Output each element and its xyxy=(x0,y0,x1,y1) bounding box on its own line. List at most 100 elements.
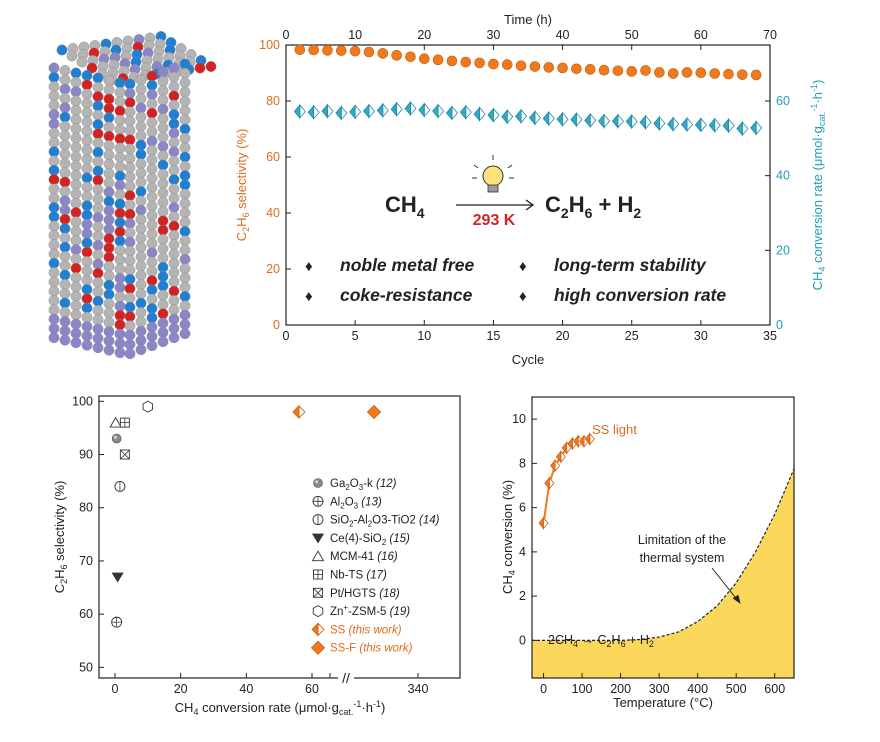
crystal-atom xyxy=(168,192,180,204)
temperature-ticks: 0 100 200 300 400 500 600 0 2 4 6 8 10 xyxy=(512,412,785,696)
crystal-atom xyxy=(81,107,93,119)
crystal-atom xyxy=(157,66,169,78)
crystal-atom xyxy=(48,211,60,223)
legend-text-part: -k xyxy=(363,478,373,490)
crystal-atom xyxy=(103,344,115,356)
crystal-atom xyxy=(157,196,169,208)
crystal-atom xyxy=(157,280,169,292)
crystal-structure-illustration xyxy=(48,31,217,360)
crystal-atom xyxy=(146,303,158,314)
axis-break-mark: // xyxy=(342,670,350,686)
cycle-tick-label: 15 xyxy=(486,329,500,343)
crystal-atom xyxy=(157,140,169,152)
crystal-atom xyxy=(114,161,126,173)
selectivity-point xyxy=(349,45,361,57)
crystal-atom xyxy=(157,261,169,273)
crystal-atom xyxy=(48,322,60,334)
crystal-atom xyxy=(124,292,136,304)
crystal-atom xyxy=(124,301,136,313)
crystal-atom xyxy=(135,111,147,123)
conversion-rate-point xyxy=(390,101,398,117)
crystal-atom xyxy=(92,100,104,112)
crystal-atom xyxy=(92,286,104,298)
crystal-atom xyxy=(103,316,115,328)
crystal-atom xyxy=(103,93,115,105)
comparison-point-sphere-highlight xyxy=(113,435,117,439)
crystal-atom xyxy=(70,244,82,256)
conversion-rate-point xyxy=(307,104,315,120)
crystal-atom xyxy=(70,76,82,88)
crystal-atom xyxy=(114,189,126,201)
crystal-atom xyxy=(59,241,71,253)
conversion-rate-point-right-half xyxy=(340,105,348,121)
crystal-atom xyxy=(103,242,115,254)
conversion-rate-point-right-half xyxy=(562,111,569,127)
crystal-atom xyxy=(81,88,93,100)
crystal-atom xyxy=(70,253,82,265)
selectivity-point xyxy=(501,59,513,70)
conversion-rate-point-right-half xyxy=(686,116,694,133)
selectivity-point xyxy=(571,63,582,75)
ss-light-point xyxy=(578,434,585,448)
crystal-atom xyxy=(135,195,147,207)
crystal-atom xyxy=(103,233,115,245)
crystal-atom xyxy=(114,263,126,275)
legend-reference: (13) xyxy=(358,496,382,508)
legend-text-part: 3 xyxy=(359,483,364,492)
crystal-atom xyxy=(103,251,115,263)
time-tick-label: 30 xyxy=(486,28,500,42)
crystal-atom xyxy=(103,288,115,300)
crystal-atom xyxy=(179,170,191,182)
crystal-atom xyxy=(135,251,147,263)
conversion-rate-point xyxy=(515,108,522,124)
crystal-atom xyxy=(81,218,93,230)
legend-text-part: O3-TiO2 xyxy=(372,515,416,527)
time-tick-label: 10 xyxy=(348,28,362,42)
crystal-atom xyxy=(70,281,82,293)
crystal-atom xyxy=(146,89,158,101)
cycle-tick-label: 5 xyxy=(352,329,359,343)
stability-chart: 0 5 10 15 20 25 30 350 10 20 30 40 50 60 7002040608010… xyxy=(234,12,827,367)
crystal-atom xyxy=(124,106,136,118)
selectivity-point xyxy=(695,67,707,79)
temperature-y-tick-label: 0 xyxy=(519,633,526,647)
crystal-atom xyxy=(48,183,60,195)
cycle-tick-label: 30 xyxy=(694,329,708,343)
crystal-atom xyxy=(146,210,158,221)
crystal-atom xyxy=(103,177,115,189)
crystal-atom xyxy=(157,178,169,190)
crystal-atom xyxy=(157,243,169,255)
selectivity-point xyxy=(612,65,624,77)
crystal-atom xyxy=(48,71,60,83)
crystal-atom xyxy=(70,262,82,274)
conversion-rate-point-right-half xyxy=(603,113,611,129)
crystal-atom xyxy=(70,104,82,116)
crystal-atom xyxy=(81,70,93,81)
crystal-atom xyxy=(92,332,104,344)
legend-marker-circle-plus-cross xyxy=(313,496,323,507)
comparison-x-tick-label: 40 xyxy=(239,682,253,696)
conversion-rate-point xyxy=(584,112,591,129)
conversion-rate-point-right-half xyxy=(423,102,431,118)
crystal-atom xyxy=(146,70,158,82)
crystal-atom xyxy=(179,77,191,89)
comparison-x-tick-label: 340 xyxy=(408,682,429,696)
crystal-atom xyxy=(92,146,104,158)
crystal-atom xyxy=(70,86,82,98)
crystal-atom xyxy=(146,126,158,138)
crystal-atom xyxy=(59,120,71,132)
crystal-atom xyxy=(146,191,158,203)
crystal-atom xyxy=(48,109,60,120)
crystal-atom xyxy=(179,272,191,284)
crystal-atom xyxy=(135,316,147,328)
conversion-rate-point-right-half xyxy=(520,108,528,124)
conversion-rate-point-right-half xyxy=(728,118,735,134)
feature-bullet: ♦ xyxy=(519,288,527,305)
crystal-atom xyxy=(56,44,68,56)
crystal-atom xyxy=(124,97,136,109)
crystal-atom xyxy=(135,241,147,253)
conversion-rate-point xyxy=(570,112,577,128)
crystal-atom xyxy=(168,127,180,139)
crystal-atom xyxy=(124,162,136,174)
crystal-atom xyxy=(48,192,60,204)
